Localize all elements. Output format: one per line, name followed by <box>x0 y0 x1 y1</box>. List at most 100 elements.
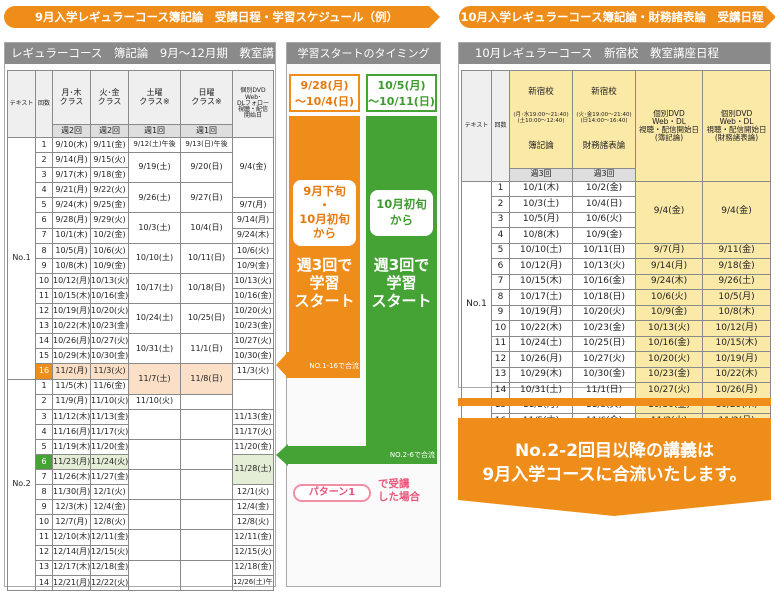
tue-fri-date: 12/11(金) <box>90 529 129 546</box>
sat-date <box>128 438 181 471</box>
tue-fri-date: 11/6(金) <box>90 378 129 395</box>
tue-fri-date: 10/16(金) <box>90 287 129 305</box>
right-schedule-table: テキスト 回数 新宿校 (月･水19:00～21:40) (土10:00～12:… <box>461 70 771 445</box>
right-banner: 10月入学レギュラーコース簿記論・財務諸表論 受講日程 <box>459 6 775 28</box>
session-number: 10 <box>35 272 53 289</box>
session-number: 11 <box>491 335 510 352</box>
tue-fri-date: 11/10(火) <box>90 393 129 410</box>
dvd-date: 12/8(火) <box>232 514 274 531</box>
r-sub-3x-1: 週3回 <box>509 167 573 182</box>
table-row: 14 10/31(土) 11/1(日) 10/27(火) 10/26(月) <box>462 382 771 399</box>
mon-thu-date: 11/2(月) <box>52 363 91 380</box>
mon-thu-date: 9/17(木) <box>52 167 91 184</box>
green-arrow-bar <box>366 116 437 446</box>
session-number: 8 <box>491 289 510 306</box>
zaimu-date: 10/2(金) <box>572 180 636 197</box>
table-row: 711/26(木)11/27(金)11/27(金) <box>8 469 274 501</box>
mon-thu-date: 9/24(木) <box>52 197 91 214</box>
middle-panel-title: 学習スタートのタイミング（例） <box>287 43 440 81</box>
zaimu-date: 10/9(金) <box>572 227 636 244</box>
table-row: 5 11/19(木) 11/20(金) 11/20(金) <box>8 438 274 471</box>
boki-date: 10/22(木) <box>509 320 573 337</box>
session-number: 7 <box>35 469 53 486</box>
tue-fri-date: 9/29(火) <box>90 212 129 229</box>
left-banner: 9月入学レギュラーコース簿記論 受講日程・学習スケジュール（例） <box>4 6 440 28</box>
r-boki-school: 新宿校 <box>528 86 554 97</box>
sat-date: 10/3(土) <box>128 212 181 244</box>
boki-date: 10/31(土) <box>509 382 573 399</box>
dvd-boki-date: 9/4(金) <box>635 180 703 244</box>
table-row: 8 10/17(土) 10/18(日) 10/6(火) 10/5(月) <box>462 289 771 306</box>
session-number: 1 <box>491 180 510 197</box>
zaimu-date: 10/6(火) <box>572 211 636 228</box>
dvd-zaimu-date: 10/22(木) <box>702 366 771 383</box>
r-col-text-header: テキスト <box>461 70 492 182</box>
table-row: 11 10/24(土) 10/25(日) 10/16(金) 10/15(木) <box>462 335 771 352</box>
dvd-date: 9/7(月) <box>232 197 274 214</box>
session-number: 12 <box>35 303 53 320</box>
session-number: 16 <box>35 363 53 380</box>
r-boki-hours: (月･水19:00～21:40) (土10:00～12:40) <box>513 112 569 125</box>
session-number: 14 <box>491 382 510 399</box>
dvd-boki-date: 10/16(金) <box>635 335 703 352</box>
session-number: 6 <box>35 453 53 471</box>
sun-date: 11/1(日) <box>180 333 233 365</box>
r-col-kai-header: 回数 <box>491 70 510 182</box>
sub-2x-2: 週2回 <box>90 124 129 138</box>
mon-thu-date: 10/29(木) <box>52 348 91 365</box>
table-row: 13 12/17(木) 12/18(金) 12/18(金) <box>8 559 274 591</box>
session-number: 4 <box>35 423 53 440</box>
table-row: 9 12/3(木) 12/4(金) 12/4(金) <box>8 499 274 531</box>
table-row: 10 10/12(月) 10/13(火) 10/17(土) 10/18(日) 10/13(… <box>8 272 274 305</box>
left-panel-title: レギュラーコース 簿記論 9月～12月期 教室講座日程 <box>5 43 275 81</box>
tue-fri-date: 12/8(火) <box>90 514 129 531</box>
boki-date: 10/12(月) <box>509 258 573 275</box>
dvd-zaimu-date: 10/5(月) <box>702 289 771 306</box>
orange-date-box: 9/28(月) ～10/4(日) <box>289 74 360 112</box>
sun-date: 10/4(日) <box>180 212 233 244</box>
tue-fri-date: 10/6(火) <box>90 242 129 259</box>
sun-date <box>180 529 233 561</box>
session-number: 6 <box>35 212 53 229</box>
zaimu-date: 10/13(火) <box>572 258 636 275</box>
session-number: 11 <box>35 287 53 305</box>
mon-thu-date: 12/3(木) <box>52 499 91 516</box>
boki-date: 10/3(土) <box>509 196 573 213</box>
table-row: 5 10/10(土) 10/11(日) 9/7(月) 9/11(金) <box>462 242 771 259</box>
dvd-date: 10/13(火) <box>232 272 274 289</box>
mon-thu-date: 11/9(月) <box>52 393 91 410</box>
dvd-zaimu-date: 9/18(金) <box>702 258 771 275</box>
tue-fri-date: 10/13(火) <box>90 272 129 289</box>
table-row: 7 10/15(木) 10/16(金) 9/24(木) 9/26(土) <box>462 273 771 290</box>
col-dvd-header: 個別DVD Web･ DLフォロー 視聴・配信 開始日 <box>232 70 274 138</box>
sun-date: 9/27(日) <box>180 182 233 214</box>
tue-fri-date: 10/20(火) <box>90 303 129 320</box>
sat-date: 11/7(土) <box>128 363 181 395</box>
dvd-date: 11/3(火) <box>232 363 274 380</box>
table-row: 12 10/19(月) 10/20(火) 10/24(土) 10/25(日) 10/20(… <box>8 303 274 335</box>
tue-fri-date: 12/22(火) <box>90 574 129 591</box>
zaimu-date: 10/23(金) <box>572 320 636 337</box>
table-row: 9 10/19(月) 10/20(火) 10/9(金) 10/8(木) <box>462 304 771 321</box>
r-zaimu-school: 新宿校 <box>591 86 617 97</box>
dvd-date: 11/20(金) <box>232 438 274 455</box>
sat-date: 10/17(土) <box>128 272 181 305</box>
sun-date <box>180 499 233 531</box>
table-row: 16 11/2(月) 11/3(火) 11/7(土) 11/8(日) 11/3(火) <box>8 363 274 395</box>
tue-fri-date: 12/1(火) <box>90 484 129 501</box>
dvd-date: 10/27(火) <box>232 333 274 350</box>
session-number: 11 <box>35 529 53 546</box>
sat-date: 9/12(土)午後 <box>128 136 181 154</box>
boki-date: 10/24(土) <box>509 335 573 352</box>
zaimu-date: 10/25(日) <box>572 335 636 352</box>
session-number: 3 <box>35 167 53 184</box>
orange-arrow-tail <box>286 352 360 378</box>
session-number: 12 <box>491 351 510 368</box>
table-row: 3 10/5(月) 10/6(火) <box>462 211 771 228</box>
table-row: 10 10/22(木) 10/23(金) 10/13(火) 10/12(月) <box>462 320 771 337</box>
zaimu-date: 10/30(金) <box>572 366 636 383</box>
orange-arrow-head <box>276 352 288 378</box>
dvd-date: 10/20(火) <box>232 303 274 320</box>
dvd-date: 10/6(火) <box>232 242 274 259</box>
mon-thu-date: 12/10(木) <box>52 529 91 546</box>
